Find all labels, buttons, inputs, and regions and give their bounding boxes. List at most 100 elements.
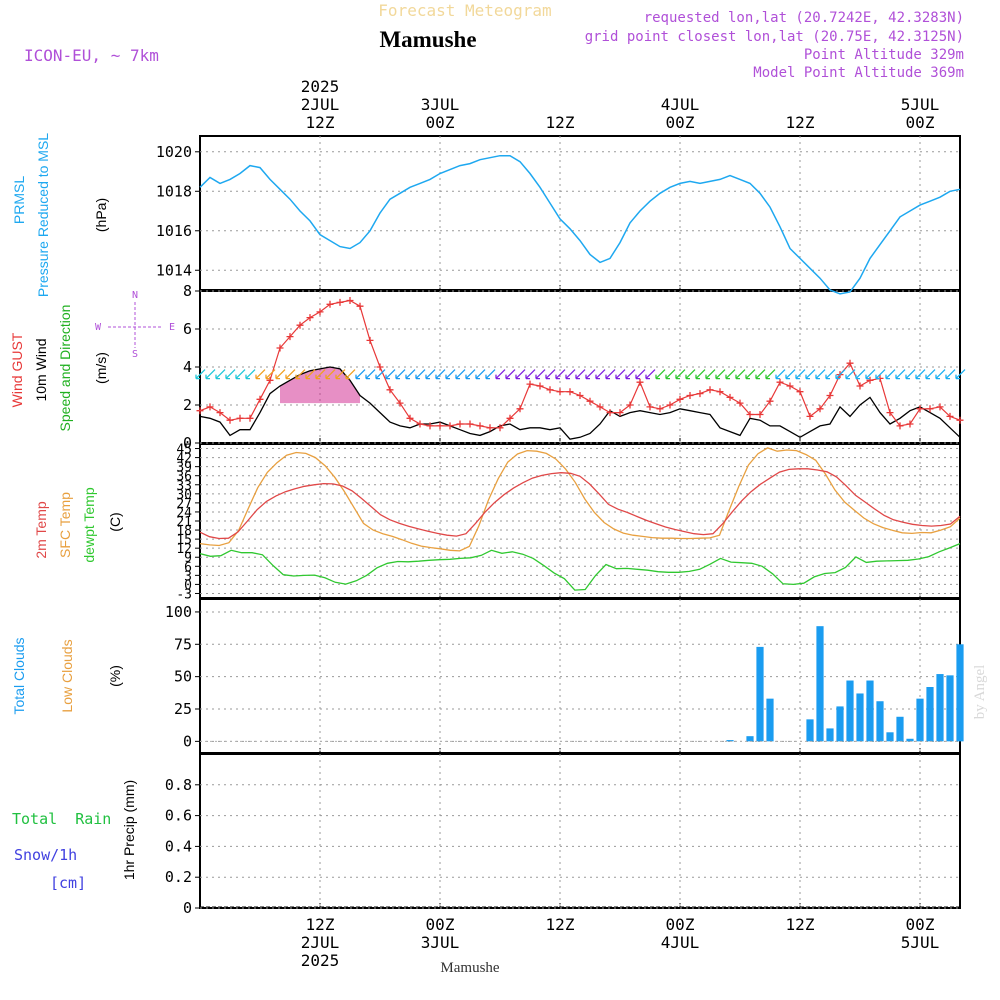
- y-tick-label: 0.4: [165, 837, 192, 855]
- y-tick-label: 24: [176, 506, 192, 521]
- wind-direction-arrow: [815, 369, 826, 380]
- y-tick-label: -3: [176, 587, 192, 602]
- compass-e: E: [169, 322, 175, 333]
- gust-marker: [886, 409, 894, 417]
- wind-direction-arrow: [625, 369, 636, 380]
- gust-marker: [846, 359, 854, 367]
- wind-direction-arrow: [615, 369, 626, 380]
- wind-direction-arrow: [375, 369, 386, 380]
- y-tick-label: 0.8: [165, 776, 192, 794]
- wind-direction-arrow: [195, 369, 206, 380]
- gust-marker: [556, 388, 564, 396]
- wind-label-10m: 10m Wind: [33, 338, 49, 401]
- gust-marker: [466, 420, 474, 428]
- wind-direction-arrow: [715, 369, 726, 380]
- y-tick-label: 0: [183, 899, 192, 917]
- wind-gust-line: [199, 299, 961, 429]
- wind-direction-arrow: [565, 369, 576, 380]
- wind-direction-arrow: [585, 369, 596, 380]
- y-tick-label: 1020: [156, 143, 192, 161]
- time-label: 12Z: [546, 113, 575, 132]
- cloud-bar: [886, 732, 894, 742]
- cloud-bar: [866, 680, 874, 742]
- y-tick-label: 0.2: [165, 868, 192, 886]
- gust-marker: [486, 424, 494, 432]
- precip-unit: 1hr Precip (mm): [121, 780, 137, 880]
- dewpoint-line: [199, 542, 961, 591]
- time-label: 3JUL: [421, 933, 460, 952]
- panel-frames: [199, 135, 961, 909]
- y-tick-label: 9: [184, 551, 192, 566]
- gust-marker: [296, 321, 304, 329]
- wind-direction-arrow: [445, 369, 456, 380]
- gust-marker: [906, 420, 914, 428]
- panel-frame: [199, 598, 961, 754]
- gust-marker: [386, 386, 394, 394]
- gust-marker: [456, 420, 464, 428]
- y-tick-label: 75: [174, 635, 192, 653]
- cloud-bar: [746, 736, 754, 742]
- time-label: 12Z: [306, 915, 335, 934]
- wind-direction-arrow: [315, 369, 326, 380]
- wind-direction-arrow: [265, 369, 276, 380]
- pressure-line: [199, 154, 961, 295]
- y-tick-label: 21: [176, 515, 192, 530]
- wind-direction-arrow: [925, 369, 936, 380]
- cloud-bar: [926, 687, 934, 742]
- wind-direction-arrow: [365, 369, 376, 380]
- y-tick-label: 33: [176, 479, 192, 494]
- wind-direction-arrow: [335, 369, 346, 380]
- gust-marker: [526, 380, 534, 388]
- cloud-bar: [726, 740, 734, 742]
- compass-rose: N S W E: [95, 290, 175, 360]
- wind-direction-arrow: [245, 369, 256, 380]
- time-label: 2025: [301, 77, 340, 96]
- wind-direction-arrow: [735, 369, 746, 380]
- y-tick-label: 45: [176, 443, 192, 458]
- temp-panel: [199, 447, 961, 591]
- gust-marker: [596, 403, 604, 411]
- y-tick-labels: 101410161018102002468-303691215182124273…: [156, 143, 192, 917]
- wind-direction-arrow: [285, 369, 296, 380]
- wind-direction-arrow: [415, 369, 426, 380]
- wind-direction-arrow: [495, 369, 506, 380]
- wind-panel: [195, 297, 966, 440]
- wind-direction-arrow: [645, 369, 656, 380]
- wind-direction-arrow: [535, 369, 546, 380]
- gust-marker: [626, 401, 634, 409]
- temp-label-dew: dewpt Temp: [81, 487, 97, 562]
- wind-direction-arrow: [685, 369, 696, 380]
- footer-title: Mamushe: [440, 960, 500, 976]
- wind-direction-arrow: [225, 369, 236, 380]
- gust-marker: [516, 405, 524, 413]
- wind-unit: (m/s): [93, 352, 109, 384]
- wind-direction-arrow: [455, 369, 466, 380]
- gust-marker: [776, 378, 784, 386]
- wind-direction-arrow: [525, 369, 536, 380]
- wind-label-speed: Speed and Direction: [57, 305, 73, 432]
- precip-label-cm: [cm]: [50, 874, 86, 892]
- gust-marker: [816, 405, 824, 413]
- cloud-bar: [936, 674, 944, 742]
- pressure-unit: (hPa): [93, 198, 109, 232]
- time-label: 2JUL: [301, 933, 340, 952]
- gust-marker: [286, 333, 294, 341]
- time-label: 12Z: [786, 113, 815, 132]
- wind-direction-arrow: [325, 369, 336, 380]
- time-label: 5JUL: [901, 933, 940, 952]
- gust-marker: [356, 302, 364, 310]
- wind-direction-arrow: [295, 369, 306, 380]
- wind-direction-arrow: [605, 369, 616, 380]
- wind-direction-arrow: [895, 369, 906, 380]
- gust-marker: [236, 414, 244, 422]
- wind-direction-arrow: [855, 369, 866, 380]
- gust-marker: [926, 405, 934, 413]
- pressure-label-msl: Pressure Reduced to MSL: [35, 133, 51, 297]
- gust-marker: [636, 378, 644, 386]
- cloud-bar: [756, 646, 764, 742]
- wind-direction-arrow: [485, 369, 496, 380]
- compass-n: N: [132, 290, 138, 301]
- temp-label-sfc: SFC Temp: [57, 492, 73, 558]
- precip-label-rain: Total Rain: [12, 810, 111, 828]
- clouds-label-low: Low Clouds: [59, 639, 75, 712]
